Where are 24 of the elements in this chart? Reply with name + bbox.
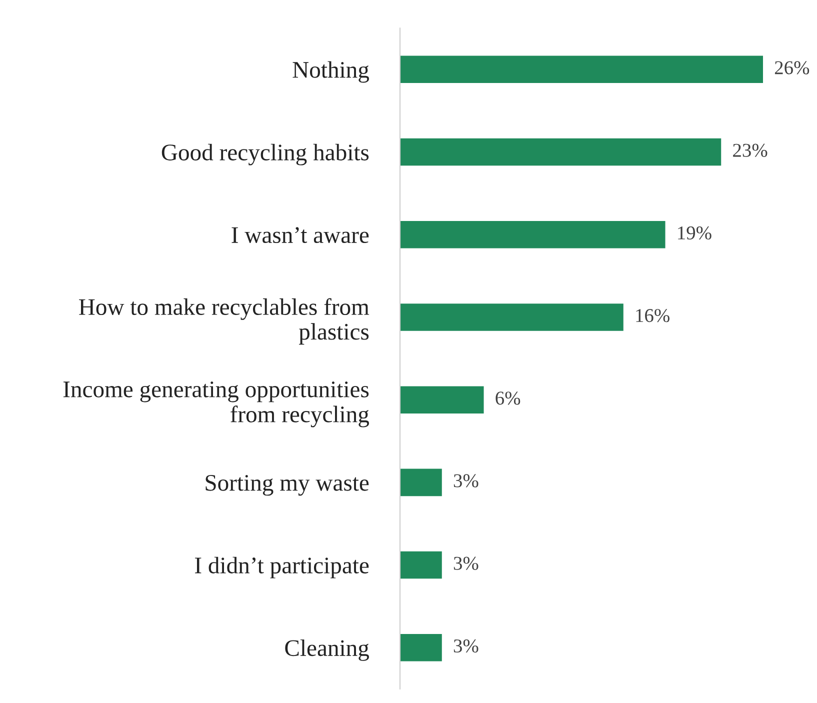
- bar: [400, 386, 484, 414]
- y-tick-label: I didn’t participate: [195, 556, 369, 578]
- y-tick-label: Sorting my waste: [206, 474, 369, 496]
- data-label: 26%: [774, 61, 810, 74]
- data-label: 3%: [454, 639, 478, 653]
- data-label: 3%: [454, 556, 478, 570]
- bar: [400, 56, 763, 84]
- bar: [400, 468, 442, 496]
- y-tick-label: I wasn’t aware: [232, 227, 369, 244]
- data-label: 19%: [678, 226, 712, 240]
- y-tick-label: Nothing: [292, 61, 369, 83]
- y-tick-label: Income generating opportunities from recycling: [63, 381, 369, 428]
- data-label: 23%: [733, 144, 768, 157]
- bar: [400, 220, 666, 248]
- y-tick-label: Cleaning: [285, 639, 369, 661]
- bar: [400, 634, 442, 662]
- y-tick-label: Good recycling habits: [162, 144, 369, 166]
- data-label: 16%: [636, 308, 670, 322]
- bar: [400, 138, 722, 166]
- data-label: 3%: [454, 474, 478, 488]
- bar: [400, 551, 442, 579]
- data-label: 6%: [496, 392, 520, 405]
- y-tick-label: How to make recyclables from plastics: [79, 298, 370, 345]
- bar: [400, 304, 624, 331]
